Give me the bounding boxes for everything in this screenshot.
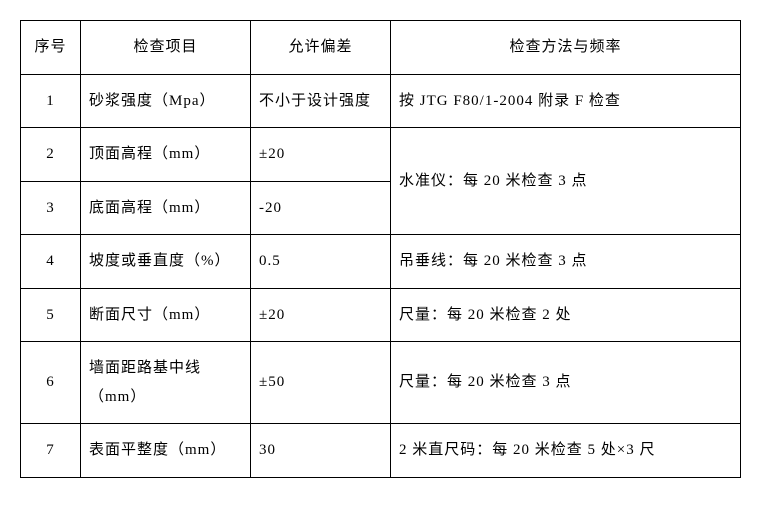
- table-row: 1 砂浆强度（Mpa） 不小于设计强度 按 JTG F80/1-2004 附录 …: [21, 74, 741, 128]
- cell-method: 尺量：每 20 米检查 3 点: [391, 342, 741, 424]
- cell-seq: 4: [21, 235, 81, 289]
- cell-method: 按 JTG F80/1-2004 附录 F 检查: [391, 74, 741, 128]
- cell-seq: 6: [21, 342, 81, 424]
- cell-tolerance: 0.5: [251, 235, 391, 289]
- cell-item: 顶面高程（mm）: [81, 128, 251, 182]
- cell-method-merged: 水准仪：每 20 米检查 3 点: [391, 128, 741, 235]
- cell-tolerance: ±50: [251, 342, 391, 424]
- cell-item: 砂浆强度（Mpa）: [81, 74, 251, 128]
- cell-item: 坡度或垂直度（%）: [81, 235, 251, 289]
- cell-seq: 2: [21, 128, 81, 182]
- header-seq: 序号: [21, 21, 81, 75]
- cell-seq: 5: [21, 288, 81, 342]
- cell-seq: 1: [21, 74, 81, 128]
- table-row: 6 墙面距路基中线（mm） ±50 尺量：每 20 米检查 3 点: [21, 342, 741, 424]
- cell-method: 尺量：每 20 米检查 2 处: [391, 288, 741, 342]
- table-header-row: 序号 检查项目 允许偏差 检查方法与频率: [21, 21, 741, 75]
- header-method: 检查方法与频率: [391, 21, 741, 75]
- cell-tolerance: 30: [251, 424, 391, 478]
- cell-tolerance: ±20: [251, 128, 391, 182]
- cell-method: 2 米直尺码：每 20 米检查 5 处×3 尺: [391, 424, 741, 478]
- cell-seq: 7: [21, 424, 81, 478]
- cell-tolerance: 不小于设计强度: [251, 74, 391, 128]
- table-row: 5 断面尺寸（mm） ±20 尺量：每 20 米检查 2 处: [21, 288, 741, 342]
- cell-method: 吊垂线：每 20 米检查 3 点: [391, 235, 741, 289]
- cell-tolerance: -20: [251, 181, 391, 235]
- header-item: 检查项目: [81, 21, 251, 75]
- inspection-table: 序号 检查项目 允许偏差 检查方法与频率 1 砂浆强度（Mpa） 不小于设计强度…: [20, 20, 741, 478]
- table-row: 7 表面平整度（mm） 30 2 米直尺码：每 20 米检查 5 处×3 尺: [21, 424, 741, 478]
- header-tolerance: 允许偏差: [251, 21, 391, 75]
- cell-item: 断面尺寸（mm）: [81, 288, 251, 342]
- table-row: 2 顶面高程（mm） ±20 水准仪：每 20 米检查 3 点: [21, 128, 741, 182]
- cell-seq: 3: [21, 181, 81, 235]
- cell-item: 墙面距路基中线（mm）: [81, 342, 251, 424]
- cell-item: 底面高程（mm）: [81, 181, 251, 235]
- cell-item: 表面平整度（mm）: [81, 424, 251, 478]
- cell-tolerance: ±20: [251, 288, 391, 342]
- table-row: 4 坡度或垂直度（%） 0.5 吊垂线：每 20 米检查 3 点: [21, 235, 741, 289]
